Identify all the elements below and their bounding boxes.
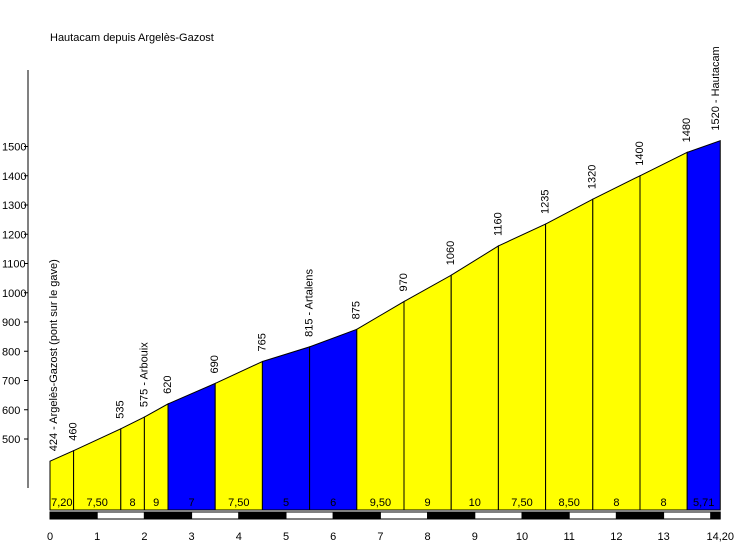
x-tick-label: 13 [657,531,669,543]
x-tick-label: 9 [472,531,478,543]
x-tick-label: 3 [189,531,195,543]
profile-segment [592,174,641,511]
point-label: 1160 [492,212,504,236]
km-scale-block [615,511,665,520]
grade-label: 9 [153,497,159,509]
profile-segment [686,139,721,511]
grade-label: 9 [425,497,431,509]
x-tick-label: 12 [610,531,622,543]
x-tick-label: 7 [377,531,383,543]
x-tick-label: 5 [283,531,289,543]
y-tick-label: 1500 [2,142,26,154]
point-label: 690 [209,355,221,373]
grade-labels: 7,20 7,50 8 9 7 7,50 5 6 9,50 9 10 7,50 8,50 8 8 5,71 [51,497,714,509]
km-scale-block [379,511,429,520]
profile-segment [167,382,216,511]
profile-segment [497,223,547,511]
grade-label: 5,71 [693,497,714,509]
profile-segment [309,328,358,511]
x-axis-ticks: 0 1 2 3 4 5 6 7 8 9 10 11 12 13 14,20 [47,531,734,543]
grade-label: 8 [613,497,619,509]
y-tick-label: 1400 [2,171,26,183]
grade-label: 7,50 [228,497,249,509]
profile-segment [143,403,169,511]
profile-segment [450,245,499,511]
point-label: 970 [398,273,410,291]
x-tick-label: 2 [141,531,147,543]
point-label: 1480 [681,118,693,142]
point-label: 1520 - Hautacam [710,46,722,130]
km-scale-block [96,511,145,520]
grade-label: 9,50 [370,497,391,509]
x-tick-label: 8 [425,531,431,543]
point-label: 815 - Artalens [304,268,316,336]
x-tick-label: 11 [563,531,574,543]
x-tick-label: 6 [330,531,336,543]
km-scale-strip [49,511,721,520]
km-scale-block [710,511,721,520]
km-scale-block [521,511,570,520]
grade-label: 5 [283,497,289,509]
grade-label: 7,50 [86,497,107,509]
x-tick-label: 4 [236,531,242,543]
point-label: 1235 [540,190,552,214]
profile-segment [356,300,405,511]
grade-label: 8 [661,497,667,509]
y-tick-label: 1000 [2,288,26,300]
grade-label: 7,20 [51,497,72,509]
km-scale-block [238,511,287,520]
km-scale-block [474,511,523,520]
x-tick-label: 0 [47,531,53,543]
profile-segment [261,346,311,511]
y-tick-label: 1200 [2,229,26,241]
x-tick-label: 14,20 [706,531,734,543]
profile-areas [49,139,721,511]
y-axis: 500 600 700 800 900 1000 1100 1200 1300 1400 1500 [2,70,29,488]
km-scale-block [332,511,381,520]
y-tick-label: 1300 [2,200,26,212]
point-label: 460 [68,422,80,440]
grade-label: 7,50 [511,497,532,509]
grade-label: 7 [189,497,195,509]
y-tick-label: 500 [2,434,20,446]
grade-label: 8,50 [558,497,579,509]
point-label: 875 [351,301,363,319]
point-label: 765 [256,333,268,351]
km-scale-block [285,511,334,520]
point-label: 575 - Arbouix [138,342,150,407]
profile-segment [403,274,452,511]
grade-label: 8 [130,497,136,509]
point-label: 424 - Argelès-Gazost (pont sur le gave) [48,259,60,451]
km-scale-block [143,511,193,520]
y-tick-label: 800 [2,346,20,358]
y-tick-label: 700 [2,376,20,388]
point-label: 535 [115,400,127,418]
point-labels: 424 - Argelès-Gazost (pont sur le gave) 4… [48,46,722,451]
chart-title: Hautacam depuis Argelès-Gazost [50,32,214,44]
profile-segment [545,198,594,511]
km-scale-block [663,511,712,520]
y-tick-label: 900 [2,317,20,329]
point-label: 1400 [634,141,646,165]
x-tick-label: 1 [94,531,100,543]
x-tick-label: 10 [516,531,528,543]
y-tick-label: 1100 [2,259,26,271]
point-label: 1320 [587,165,599,189]
profile-segment [214,360,263,511]
profile-segment [639,151,688,511]
km-scale-block [49,511,98,520]
km-scale-block [191,511,240,520]
km-scale-block [568,511,617,520]
point-label: 1060 [445,241,457,265]
point-label: 620 [162,376,174,394]
grade-label: 6 [330,497,336,509]
y-tick-label: 600 [2,405,20,417]
grade-label: 10 [469,497,481,509]
km-scale-block [427,511,476,520]
